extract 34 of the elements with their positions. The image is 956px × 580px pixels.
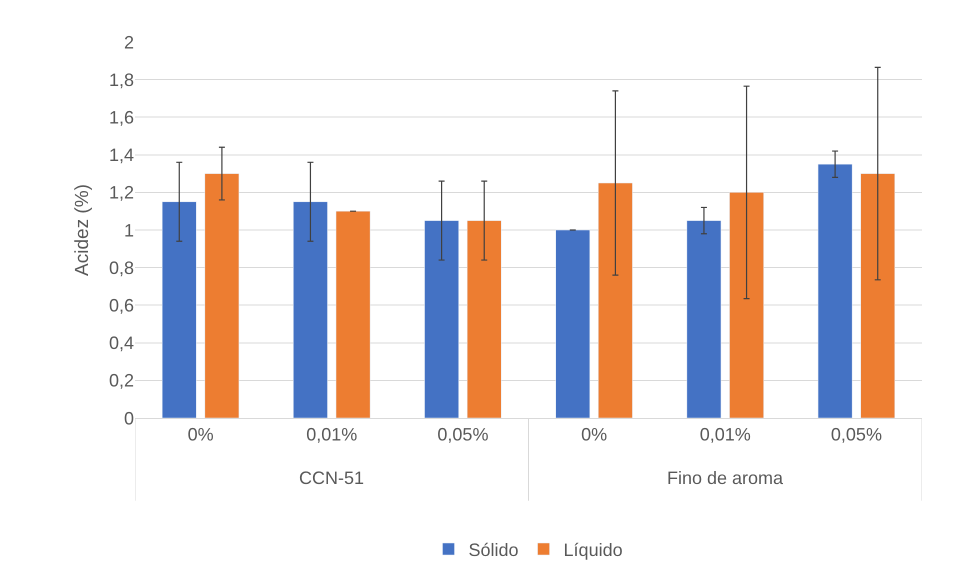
- bar: [729, 192, 764, 418]
- y-tick-label: 0,6: [108, 296, 134, 316]
- y-tick-label: 1,4: [108, 145, 134, 166]
- y-axis-title: Acidez (%): [72, 184, 93, 276]
- legend-label: Sólido: [468, 540, 519, 560]
- y-tick-label: 0,8: [108, 258, 134, 278]
- legend-label: Líquido: [564, 540, 623, 560]
- bar: [424, 220, 459, 418]
- x-tick-label: 0,05%: [437, 424, 488, 445]
- y-tick-label: 0,2: [108, 370, 134, 391]
- text: CCN-51: [299, 468, 364, 488]
- text: Fino de aroma: [667, 468, 784, 488]
- bar: [818, 164, 852, 418]
- x-tick-label: 0,05%: [830, 424, 882, 445]
- bar: [686, 220, 722, 418]
- y-tick-label: 1,8: [108, 70, 134, 90]
- y-tick-label: 1: [124, 220, 134, 240]
- bar: [555, 230, 590, 418]
- x-tick-label: 0%: [188, 424, 214, 445]
- y-tick-label: 2: [124, 32, 134, 52]
- bar: [336, 210, 370, 418]
- y-tick-label: 1,6: [108, 108, 134, 128]
- y-tick-label: 0: [124, 408, 134, 428]
- x-tick-label: 0%: [581, 424, 608, 445]
- bar: [162, 202, 197, 418]
- x-tick-label: 0,01%: [306, 424, 358, 445]
- x-tick-label: 0,01%: [700, 424, 751, 445]
- bar: [204, 173, 240, 418]
- y-tick-label: 1,2: [108, 182, 134, 203]
- y-tick-label: 0,4: [108, 333, 134, 354]
- bar: [466, 220, 502, 418]
- bar: [598, 182, 633, 418]
- bar: [860, 173, 896, 418]
- bar: [293, 202, 328, 418]
